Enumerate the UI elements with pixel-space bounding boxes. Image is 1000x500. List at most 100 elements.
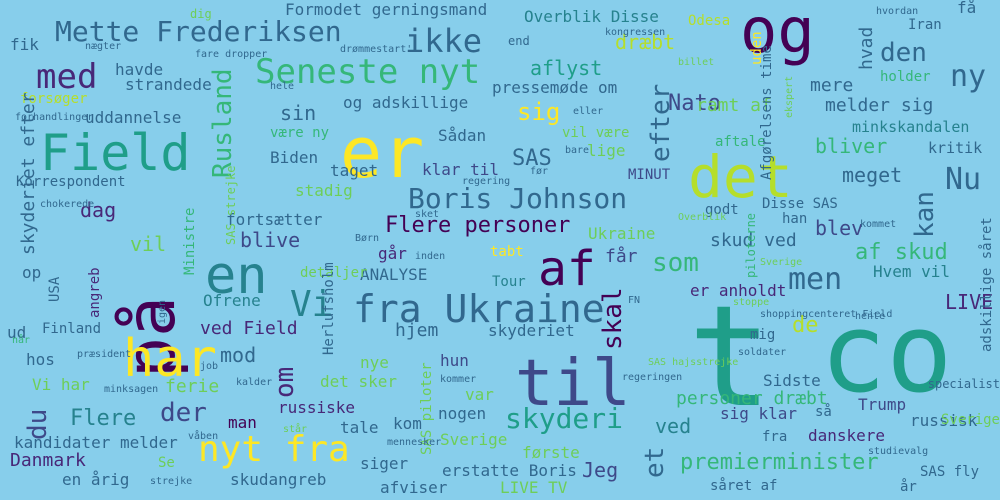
cloud-word: godt bbox=[705, 202, 739, 218]
cloud-word: afviser bbox=[380, 478, 448, 497]
cloud-word: en årig bbox=[62, 470, 130, 489]
cloud-word: minksagen bbox=[104, 384, 159, 395]
cloud-word: erstatte Boris bbox=[442, 461, 577, 480]
cloud-word: Odesa bbox=[688, 13, 731, 29]
cloud-word: ramt af bbox=[696, 95, 772, 116]
cloud-word: af skud bbox=[855, 240, 948, 265]
cloud-word: Rusland bbox=[208, 68, 238, 178]
cloud-word: klar til bbox=[422, 160, 500, 179]
cloud-word: til bbox=[515, 347, 631, 421]
cloud-word: hun bbox=[440, 351, 469, 370]
cloud-word: LIVE TV bbox=[500, 478, 568, 497]
cloud-word: premierminister bbox=[680, 450, 879, 475]
cloud-word: såret af bbox=[710, 478, 778, 494]
cloud-word: ved Field bbox=[200, 318, 298, 339]
cloud-word: igen bbox=[157, 299, 168, 324]
cloud-word: kommer bbox=[440, 374, 477, 385]
cloud-word: personer dræbt bbox=[676, 388, 828, 409]
cloud-word: uden bbox=[749, 31, 765, 65]
cloud-word: billet bbox=[678, 57, 715, 68]
cloud-word: når bbox=[12, 335, 31, 346]
cloud-word: MINUT bbox=[628, 167, 671, 183]
cloud-word: Ministre bbox=[182, 207, 198, 275]
cloud-word: strejke bbox=[150, 476, 193, 487]
cloud-word: dag bbox=[80, 198, 117, 222]
cloud-word: Overblik bbox=[678, 212, 727, 223]
cloud-word: dræbt bbox=[615, 30, 676, 54]
cloud-word: var bbox=[465, 385, 494, 404]
cloud-word: og adskillige bbox=[343, 93, 469, 112]
cloud-word: Iran bbox=[908, 17, 942, 33]
cloud-word: nye bbox=[360, 353, 389, 372]
cloud-word: meget bbox=[842, 163, 903, 187]
cloud-word: våben bbox=[188, 431, 219, 442]
cloud-word: Flere personer bbox=[385, 213, 571, 238]
cloud-word: Boris Johnson bbox=[408, 182, 628, 215]
cloud-word: stoppe bbox=[733, 297, 770, 308]
cloud-word: regeringen bbox=[622, 372, 683, 383]
cloud-word: de bbox=[792, 313, 819, 338]
cloud-word: har bbox=[123, 329, 217, 389]
cloud-word: havde bbox=[115, 60, 164, 79]
cloud-word: Korrespondent bbox=[16, 174, 126, 190]
cloud-word: den bbox=[880, 38, 927, 68]
cloud-word: aflyst bbox=[530, 56, 603, 80]
cloud-word: pressemøde om bbox=[492, 78, 618, 97]
cloud-word: det sker bbox=[320, 372, 398, 391]
cloud-word: skud ved bbox=[710, 230, 797, 251]
cloud-word: FN bbox=[628, 295, 641, 306]
cloud-word: uddannelse bbox=[85, 108, 182, 127]
cloud-word: være ny bbox=[270, 125, 330, 141]
cloud-word: shoppingcenteret Field bbox=[760, 309, 893, 320]
cloud-word: SAS strejke bbox=[224, 165, 238, 245]
cloud-word: Formodet gerningsmand bbox=[285, 0, 488, 19]
cloud-word: er bbox=[340, 112, 425, 194]
cloud-word: soldater bbox=[738, 347, 787, 358]
cloud-word: lige bbox=[587, 141, 626, 160]
cloud-word: der bbox=[160, 398, 207, 428]
cloud-word: Herlufsholm bbox=[321, 262, 337, 355]
cloud-word: end bbox=[508, 34, 530, 48]
cloud-word: ANALYSE bbox=[360, 265, 428, 284]
cloud-word: Overblik Disse bbox=[524, 7, 659, 26]
cloud-word: kom bbox=[393, 414, 422, 433]
cloud-word: Seneste nyt bbox=[255, 52, 481, 92]
cloud-word: fortsætter bbox=[226, 210, 323, 229]
cloud-word: før bbox=[530, 166, 549, 177]
cloud-word: Afgørelsens time bbox=[759, 45, 775, 180]
cloud-word: studievalg bbox=[868, 446, 929, 457]
cloud-word: tale bbox=[340, 418, 379, 437]
cloud-word: Jeg bbox=[582, 458, 619, 482]
cloud-word: bliver bbox=[815, 134, 888, 158]
cloud-word: så bbox=[815, 404, 832, 420]
cloud-word: t bbox=[688, 276, 773, 439]
cloud-word: aftale bbox=[715, 134, 766, 150]
cloud-word: taget bbox=[330, 161, 379, 180]
cloud-word: Nato bbox=[668, 91, 721, 116]
cloud-word: hvordan bbox=[876, 6, 919, 17]
cloud-word: tabt bbox=[490, 244, 524, 260]
cloud-word: minkskandalen bbox=[852, 118, 970, 136]
cloud-word: russiske bbox=[278, 398, 356, 417]
cloud-word: blev bbox=[815, 216, 864, 240]
cloud-word: sig klar bbox=[720, 404, 798, 423]
cloud-word: med bbox=[36, 57, 98, 97]
cloud-word: skyderiet bbox=[488, 321, 575, 340]
cloud-word: sig bbox=[517, 98, 561, 126]
cloud-word: ekspert bbox=[784, 75, 795, 118]
cloud-word: mig bbox=[750, 327, 776, 343]
cloud-word: man bbox=[228, 413, 257, 432]
cloud-word: fik bbox=[10, 35, 39, 54]
cloud-word: angreb bbox=[87, 267, 103, 318]
cloud-word: vil være bbox=[562, 125, 630, 141]
cloud-word: hele bbox=[270, 81, 295, 92]
cloud-word: kongressen bbox=[605, 27, 666, 38]
cloud-word: første bbox=[522, 443, 580, 462]
cloud-word: skal bbox=[598, 287, 628, 350]
cloud-word: kandidater melder bbox=[14, 433, 178, 452]
cloud-word: detaljer bbox=[300, 265, 368, 281]
cloud-word: præsident bbox=[77, 349, 132, 360]
cloud-word: Mette Frederiksen bbox=[55, 15, 342, 48]
cloud-word: ud bbox=[7, 323, 27, 342]
